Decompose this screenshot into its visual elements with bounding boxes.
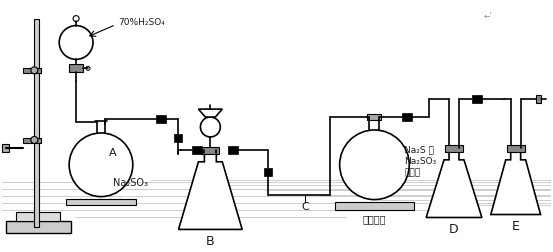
Bar	[335, 202, 414, 209]
Bar	[264, 168, 272, 176]
Polygon shape	[342, 175, 407, 200]
Bar	[192, 146, 202, 154]
Bar	[445, 145, 463, 152]
Bar	[368, 114, 382, 120]
Bar	[174, 134, 181, 142]
Text: 70%H₂SO₄: 70%H₂SO₄	[118, 18, 165, 27]
Bar	[69, 64, 83, 72]
Circle shape	[86, 66, 90, 70]
Circle shape	[200, 117, 220, 137]
Bar	[34, 19, 39, 228]
Circle shape	[108, 199, 113, 204]
Text: Na₂SO₃: Na₂SO₃	[113, 178, 148, 188]
Circle shape	[73, 16, 79, 22]
Circle shape	[31, 67, 38, 74]
Circle shape	[98, 199, 103, 204]
Circle shape	[31, 136, 38, 143]
Polygon shape	[179, 154, 242, 229]
Circle shape	[79, 199, 84, 204]
Bar	[402, 113, 412, 121]
Text: Na₂S 与
Na₂SO₃
混合液: Na₂S 与 Na₂SO₃ 混合液	[404, 145, 436, 177]
Bar	[535, 95, 540, 103]
Text: B: B	[206, 235, 215, 248]
Text: ←’: ←’	[484, 12, 493, 21]
Bar	[23, 138, 41, 143]
Text: A: A	[109, 148, 117, 158]
Bar	[201, 147, 220, 154]
Bar	[156, 115, 165, 123]
Bar	[7, 222, 71, 233]
Polygon shape	[426, 152, 482, 217]
Circle shape	[59, 25, 93, 59]
Text: 加热装置: 加热装置	[363, 214, 386, 225]
Bar	[23, 68, 41, 73]
Polygon shape	[491, 152, 540, 214]
Bar	[17, 211, 60, 222]
Circle shape	[69, 133, 133, 197]
Bar	[472, 95, 482, 103]
Circle shape	[340, 130, 409, 200]
Bar	[507, 145, 525, 152]
Text: E: E	[512, 220, 520, 233]
Bar	[2, 144, 9, 152]
Text: C: C	[301, 202, 309, 211]
Text: D: D	[449, 223, 459, 236]
Bar	[66, 199, 136, 205]
Circle shape	[88, 199, 93, 204]
Polygon shape	[199, 109, 222, 117]
Circle shape	[118, 199, 123, 204]
Bar	[228, 146, 238, 154]
